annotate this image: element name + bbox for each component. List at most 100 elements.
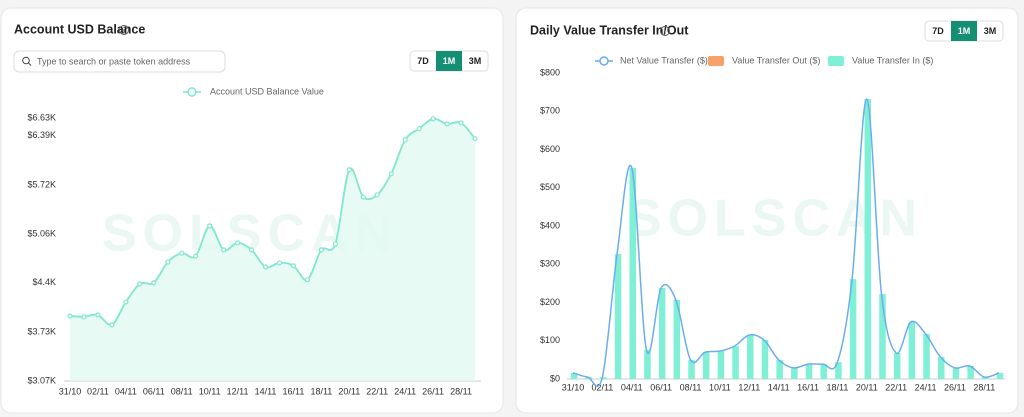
legend-label: Value Transfer In ($)	[852, 55, 933, 65]
x-tick-label: 16/11	[797, 382, 819, 392]
range-button[interactable]: 7D	[417, 56, 429, 66]
bar	[600, 377, 607, 379]
point	[81, 314, 87, 320]
info-icon[interactable]	[660, 26, 670, 36]
x-tick-label: 24/11	[915, 382, 937, 392]
bar	[879, 294, 886, 379]
point	[472, 136, 478, 142]
point	[402, 137, 408, 143]
x-tick-label: 04/11	[115, 386, 137, 396]
y-tick-label: $200	[540, 297, 560, 307]
x-tick-label: 22/11	[885, 382, 907, 392]
x-tick-label: 14/11	[768, 382, 790, 392]
y-tick-label: $5.72K	[27, 180, 56, 190]
bar	[614, 253, 622, 379]
x-tick-label: 28/11	[450, 386, 472, 396]
line	[572, 98, 1000, 388]
bar	[835, 362, 842, 379]
range-button[interactable]: 3M	[469, 56, 482, 66]
x-tick-label: 12/11	[227, 386, 249, 396]
x-tick-label: 18/11	[826, 382, 848, 392]
legend-icon	[599, 56, 609, 66]
chart-title: Daily Value Transfer In/Out	[530, 23, 689, 37]
bar	[820, 364, 827, 379]
legend-icon	[828, 56, 844, 66]
bar	[805, 364, 813, 379]
x-tick-label: 06/11	[143, 386, 165, 396]
y-tick-label: $0	[550, 373, 560, 383]
range-button[interactable]: 1M	[958, 26, 971, 36]
range-button[interactable]: 3M	[984, 26, 997, 36]
bar	[908, 322, 916, 379]
bar	[747, 335, 754, 379]
info-icon[interactable]	[119, 25, 129, 35]
x-tick-label: 14/11	[255, 386, 277, 396]
bar	[952, 367, 960, 379]
bar	[732, 346, 739, 379]
y-tick-label: $100	[540, 335, 560, 345]
y-tick-label: $300	[540, 259, 560, 269]
x-tick-label: 02/11	[87, 386, 109, 396]
x-tick-label: 20/11	[338, 386, 360, 396]
x-tick-label: 26/11	[944, 382, 966, 392]
bar	[776, 359, 783, 379]
bar	[658, 287, 666, 379]
point	[207, 223, 213, 229]
legend-icon	[187, 87, 197, 97]
y-tick-label: $5.06K	[27, 228, 56, 238]
y-tick-label: $600	[540, 144, 560, 154]
point	[137, 281, 143, 287]
bar	[791, 367, 798, 379]
point	[346, 167, 352, 173]
bar	[644, 349, 651, 379]
search-box[interactable]: Type to search or paste token address	[13, 50, 226, 73]
x-tick-label: 12/11	[738, 382, 760, 392]
y-tick-label: $6.39K	[27, 130, 56, 140]
point	[262, 264, 269, 270]
y-tick-label: $6.63K	[27, 112, 56, 122]
point	[179, 250, 185, 256]
point	[304, 277, 311, 283]
range-selector: 7D 1M 3M	[924, 20, 1004, 42]
point	[123, 299, 129, 305]
point	[67, 313, 73, 319]
y-tick-label: $800	[540, 67, 560, 77]
point	[374, 192, 380, 198]
bar	[996, 372, 1004, 379]
x-tick-label: 31/10	[59, 386, 82, 396]
legend-label: Net Value Transfer ($)	[620, 55, 708, 65]
bar	[864, 99, 872, 379]
range-button[interactable]: 7D	[932, 26, 944, 36]
range-button[interactable]: 1M	[443, 56, 456, 66]
y-tick-label: $400	[540, 220, 560, 230]
point	[290, 263, 297, 269]
bar	[761, 339, 769, 379]
x-tick-label: 18/11	[310, 386, 332, 396]
x-tick-label: 20/11	[856, 382, 878, 392]
chart-title: Account USD Balance	[14, 22, 145, 36]
point	[109, 322, 115, 328]
legend-label: Account USD Balance Value	[210, 86, 324, 96]
y-tick-label: $500	[540, 182, 560, 192]
legend-icon	[708, 56, 724, 66]
card	[515, 7, 1019, 414]
bar	[893, 352, 901, 379]
bar	[673, 299, 681, 379]
area	[70, 118, 475, 381]
x-tick-label: 10/11	[199, 386, 221, 396]
x-tick-label: 04/11	[621, 382, 643, 392]
x-tick-label: 24/11	[394, 386, 416, 396]
point	[430, 116, 436, 122]
point	[318, 247, 324, 253]
point	[276, 260, 283, 266]
x-tick-label: 16/11	[283, 386, 305, 396]
x-tick-label: 10/11	[709, 382, 731, 392]
point	[165, 259, 171, 265]
point	[234, 240, 241, 246]
bar	[717, 351, 725, 379]
bar	[629, 167, 637, 379]
bar	[702, 352, 710, 379]
button-active-bg	[951, 21, 977, 41]
